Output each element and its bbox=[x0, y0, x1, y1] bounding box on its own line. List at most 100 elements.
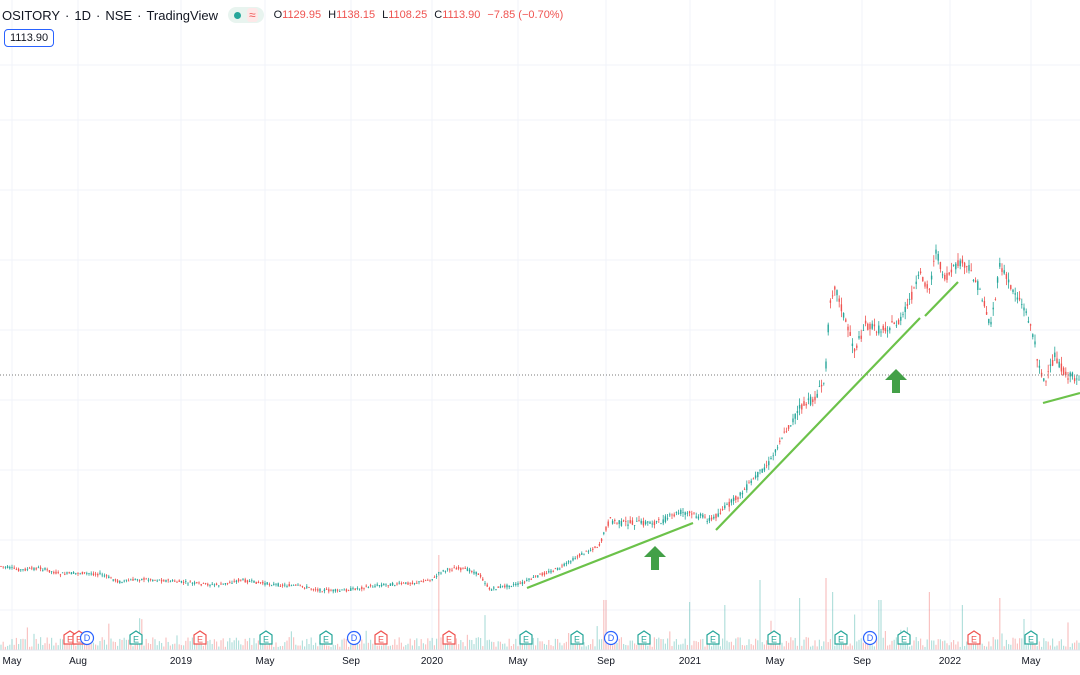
volume-bar bbox=[394, 639, 396, 650]
candle-body bbox=[770, 457, 772, 460]
earnings-marker[interactable]: E bbox=[374, 630, 388, 645]
symbol-name[interactable]: OSITORY bbox=[2, 7, 61, 23]
candle-body bbox=[576, 556, 579, 558]
earnings-marker[interactable]: E bbox=[442, 630, 456, 645]
volume-bar bbox=[675, 639, 677, 650]
candle-body bbox=[460, 567, 462, 571]
volume-bar bbox=[961, 605, 963, 650]
candle-body bbox=[235, 580, 238, 583]
candle-body bbox=[273, 583, 275, 585]
candle-body bbox=[345, 589, 348, 592]
volume-bar bbox=[587, 645, 589, 650]
earnings-marker[interactable]: E bbox=[1024, 630, 1038, 645]
candle-body bbox=[763, 467, 766, 471]
candle-body bbox=[350, 588, 352, 591]
candle-body bbox=[1073, 378, 1076, 382]
dividend-marker[interactable]: D bbox=[603, 630, 619, 646]
candle-body bbox=[853, 348, 856, 352]
trendline-1[interactable] bbox=[526, 521, 694, 590]
earnings-marker[interactable]: E bbox=[319, 630, 333, 645]
earnings-marker[interactable]: E bbox=[259, 630, 273, 645]
volume-bar bbox=[1032, 641, 1034, 650]
volume-bar bbox=[1036, 646, 1038, 650]
volume-bar bbox=[233, 640, 235, 650]
candle-body bbox=[761, 468, 763, 473]
trendlines[interactable] bbox=[526, 281, 1080, 590]
dividend-circle bbox=[603, 630, 619, 646]
earnings-marker[interactable]: E bbox=[129, 630, 143, 645]
volume-bar bbox=[948, 645, 950, 650]
volume-bar bbox=[1030, 641, 1032, 650]
candle-body bbox=[1058, 361, 1060, 368]
trendline-2[interactable] bbox=[715, 317, 921, 531]
trendline-4[interactable] bbox=[1042, 391, 1080, 405]
candle-body bbox=[475, 571, 477, 575]
candle-body bbox=[22, 569, 24, 571]
volume-bar bbox=[693, 640, 695, 650]
time-axis[interactable]: May Aug 2019 May Sep 2020 May Sep 2021 May Sep 2022… bbox=[3, 656, 1041, 667]
candle-body bbox=[387, 585, 389, 587]
candle-body bbox=[457, 566, 460, 569]
event-label: D bbox=[867, 633, 874, 643]
candle-body bbox=[928, 288, 931, 290]
event-label: D bbox=[84, 633, 91, 643]
volume-bar bbox=[75, 645, 77, 650]
earnings-marker[interactable]: E bbox=[834, 630, 848, 645]
volume-bar bbox=[161, 642, 163, 650]
earnings-marker[interactable]: E bbox=[193, 630, 207, 645]
separator: · bbox=[137, 7, 142, 23]
volume-bar bbox=[887, 645, 889, 650]
candle-body bbox=[416, 582, 418, 584]
earnings-marker[interactable]: E bbox=[637, 630, 651, 645]
volume-bar bbox=[664, 643, 666, 650]
candle-body bbox=[941, 274, 944, 276]
candle-body bbox=[845, 319, 847, 322]
candle-body bbox=[508, 585, 510, 588]
candle-body bbox=[638, 520, 640, 522]
volume-bar bbox=[73, 640, 75, 650]
dividend-marker[interactable]: D bbox=[346, 630, 362, 646]
candle-body bbox=[321, 591, 323, 593]
candle-body bbox=[352, 587, 354, 589]
candle-body bbox=[517, 583, 519, 585]
candle-body bbox=[453, 567, 455, 569]
market-status[interactable]: ≈ bbox=[227, 7, 264, 23]
dividend-marker[interactable]: D bbox=[862, 630, 878, 646]
candle-body bbox=[961, 259, 964, 264]
candle-body bbox=[64, 573, 66, 575]
candle-body bbox=[911, 291, 913, 300]
trendline-3[interactable] bbox=[924, 281, 959, 317]
volume-bar bbox=[761, 642, 763, 650]
candle-body bbox=[682, 511, 684, 513]
volume-bar bbox=[222, 638, 224, 650]
earnings-marker[interactable]: E bbox=[967, 630, 981, 645]
candle-body bbox=[286, 586, 288, 587]
earnings-marker[interactable]: E bbox=[570, 630, 584, 645]
candle-body bbox=[200, 584, 202, 586]
candle-body bbox=[134, 579, 136, 580]
candle-body bbox=[803, 401, 805, 406]
dividend-marker[interactable]: D bbox=[79, 630, 95, 646]
time-tick-label: 2020 bbox=[421, 656, 444, 667]
volume-bar bbox=[392, 644, 394, 650]
volume-bar bbox=[983, 645, 985, 650]
earnings-marker[interactable]: E bbox=[897, 630, 911, 645]
candle-body bbox=[609, 517, 612, 519]
candle-body bbox=[1056, 358, 1058, 364]
earnings-marker[interactable]: E bbox=[706, 630, 720, 645]
earnings-marker[interactable]: E bbox=[519, 630, 533, 645]
earnings-marker[interactable]: E bbox=[767, 630, 781, 645]
candle-body bbox=[1032, 334, 1034, 337]
interval-label[interactable]: 1D bbox=[74, 7, 92, 23]
candle-body bbox=[836, 290, 838, 296]
candle-body bbox=[981, 300, 983, 302]
volume-bar bbox=[746, 645, 748, 650]
candle-body bbox=[948, 272, 950, 275]
volume-bar bbox=[515, 638, 517, 650]
separator: · bbox=[96, 7, 101, 23]
candle-body bbox=[112, 579, 114, 581]
candle-body bbox=[6, 566, 9, 568]
time-tick-label: May bbox=[509, 656, 528, 667]
